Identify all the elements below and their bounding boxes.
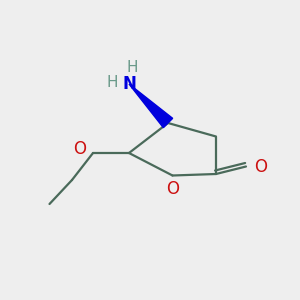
Polygon shape [129, 84, 173, 128]
Text: O: O [254, 158, 267, 175]
Text: H: H [126, 60, 138, 75]
Text: O: O [73, 140, 86, 158]
Text: O: O [166, 180, 179, 198]
Text: H: H [107, 75, 118, 90]
Text: N: N [122, 75, 136, 93]
